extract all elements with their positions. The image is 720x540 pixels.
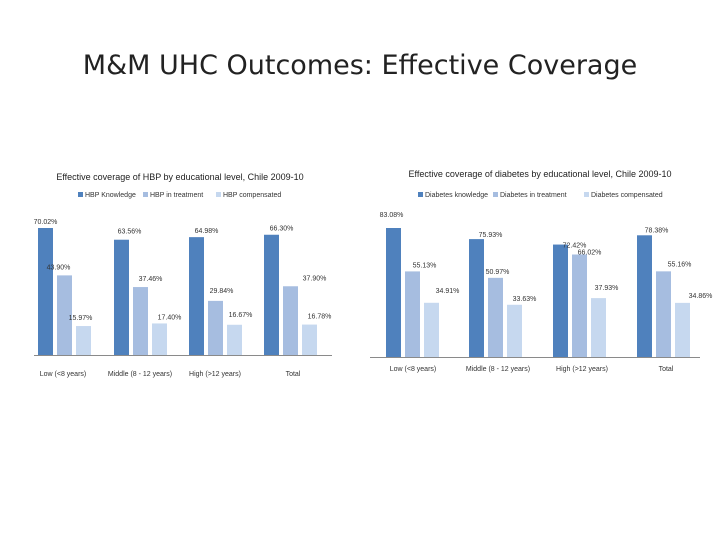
diabetes-bar-diabetes-compensated-total xyxy=(675,302,690,357)
hbp-data-label-hbp-compensated-middle-8-12-years: 17.40% xyxy=(158,314,182,321)
hbp-bar-hbp-in-treatment-total xyxy=(283,286,298,355)
diabetes-legend-label-diabetes-knowledge: Diabetes knowledge xyxy=(425,192,488,199)
diabetes-category-label-total: Total xyxy=(659,366,674,373)
hbp-category-label-low-8-years: Low (<8 years) xyxy=(40,371,87,378)
slide-title: M&M UHC Outcomes: Effective Coverage xyxy=(82,50,638,81)
hbp-data-label-hbp-in-treatment-middle-8-12-years: 37.46% xyxy=(139,276,163,283)
hbp-data-label-hbp-compensated-total: 16.78% xyxy=(308,314,332,321)
hbp-legend-label-hbp-compensated: HBP compensated xyxy=(223,192,281,199)
hbp-legend-swatch-hbp-knowledge xyxy=(78,192,83,197)
hbp-bar-hbp-knowledge-middle-8-12-years xyxy=(114,239,129,355)
diabetes-data-label-diabetes-in-treatment-high-12-years: 66.02% xyxy=(578,249,602,256)
diabetes-bar-diabetes-in-treatment-high-12-years xyxy=(572,254,587,357)
hbp-data-label-hbp-compensated-low-8-years: 15.97% xyxy=(69,315,93,322)
diabetes-data-label-diabetes-in-treatment-low-8-years: 55.13% xyxy=(413,262,437,269)
hbp-chart-title: Effective coverage of HBP by educational… xyxy=(56,172,303,182)
diabetes-bar-diabetes-knowledge-total xyxy=(637,235,652,357)
diabetes-legend-swatch-diabetes-in-treatment xyxy=(493,192,498,197)
diabetes-category-label-high-12-years: High (>12 years) xyxy=(556,366,608,373)
hbp-legend-swatch-hbp-in-treatment xyxy=(143,192,148,197)
diabetes-bar-diabetes-knowledge-high-12-years xyxy=(553,244,568,357)
diabetes-bar-diabetes-in-treatment-low-8-years xyxy=(405,271,420,357)
hbp-bar-hbp-knowledge-low-8-years xyxy=(38,228,53,355)
hbp-bar-hbp-in-treatment-low-8-years xyxy=(57,275,72,355)
diabetes-bar-diabetes-in-treatment-middle-8-12-years xyxy=(488,277,503,357)
hbp-bar-hbp-compensated-high-12-years xyxy=(227,324,242,355)
hbp-bar-hbp-compensated-total xyxy=(302,324,317,355)
diabetes-data-label-diabetes-knowledge-total: 78.38% xyxy=(645,227,669,234)
diabetes-category-label-low-8-years: Low (<8 years) xyxy=(390,366,437,373)
hbp-data-label-hbp-in-treatment-low-8-years: 43.90% xyxy=(47,264,71,271)
hbp-category-label-middle-8-12-years: Middle (8 - 12 years) xyxy=(108,371,172,378)
diabetes-bar-diabetes-knowledge-low-8-years xyxy=(386,228,401,357)
diabetes-bar-diabetes-compensated-low-8-years xyxy=(424,302,439,357)
diabetes-legend-label-diabetes-compensated: Diabetes compensated xyxy=(591,192,663,199)
diabetes-data-label-diabetes-knowledge-middle-8-12-years: 75.93% xyxy=(479,232,503,239)
diabetes-bar-diabetes-in-treatment-total xyxy=(656,271,671,357)
diabetes-data-label-diabetes-compensated-low-8-years: 34.91% xyxy=(436,288,460,295)
hbp-data-label-hbp-in-treatment-high-12-years: 29.84% xyxy=(210,288,234,295)
hbp-legend-swatch-hbp-compensated xyxy=(216,192,221,197)
diabetes-data-label-diabetes-in-treatment-total: 55.16% xyxy=(668,261,692,268)
hbp-bar-hbp-knowledge-total xyxy=(264,234,279,355)
hbp-data-label-hbp-knowledge-middle-8-12-years: 63.56% xyxy=(118,229,142,236)
diabetes-data-label-diabetes-knowledge-low-8-years: 83.08% xyxy=(380,212,404,219)
hbp-bar-hbp-in-treatment-high-12-years xyxy=(208,300,223,355)
diabetes-data-label-diabetes-compensated-middle-8-12-years: 33.63% xyxy=(513,296,537,303)
diabetes-bar-diabetes-knowledge-middle-8-12-years xyxy=(469,239,484,357)
hbp-data-label-hbp-knowledge-high-12-years: 64.98% xyxy=(195,228,219,235)
hbp-legend-label-hbp-in-treatment: HBP in treatment xyxy=(150,192,203,199)
diabetes-legend-label-diabetes-in-treatment: Diabetes in treatment xyxy=(500,192,567,199)
diabetes-category-label-middle-8-12-years: Middle (8 - 12 years) xyxy=(466,366,530,373)
hbp-data-label-hbp-compensated-high-12-years: 16.67% xyxy=(229,312,253,319)
diabetes-data-label-diabetes-in-treatment-middle-8-12-years: 50.97% xyxy=(486,269,510,276)
hbp-bar-hbp-compensated-low-8-years xyxy=(76,326,91,355)
hbp-data-label-hbp-knowledge-low-8-years: 70.02% xyxy=(34,219,58,226)
hbp-legend-label-hbp-knowledge: HBP Knowledge xyxy=(85,192,136,199)
diabetes-data-label-diabetes-compensated-high-12-years: 37.93% xyxy=(595,285,619,292)
hbp-bar-hbp-compensated-middle-8-12-years xyxy=(152,323,167,355)
hbp-category-label-total: Total xyxy=(286,371,301,378)
hbp-bar-hbp-knowledge-high-12-years xyxy=(189,237,204,355)
diabetes-chart-title: Effective coverage of diabetes by educat… xyxy=(408,169,671,179)
hbp-data-label-hbp-knowledge-total: 66.30% xyxy=(270,226,294,233)
diabetes-legend-swatch-diabetes-compensated xyxy=(584,192,589,197)
diabetes-data-label-diabetes-knowledge-high-12-years: 72.42% xyxy=(563,243,587,250)
diabetes-legend-swatch-diabetes-knowledge xyxy=(418,192,423,197)
hbp-category-label-high-12-years: High (>12 years) xyxy=(189,371,241,378)
diabetes-bar-diabetes-compensated-high-12-years xyxy=(591,298,606,357)
diabetes-bar-diabetes-compensated-middle-8-12-years xyxy=(507,304,522,357)
diabetes-data-label-diabetes-compensated-total: 34.86% xyxy=(689,293,713,300)
hbp-bar-hbp-in-treatment-middle-8-12-years xyxy=(133,287,148,355)
hbp-data-label-hbp-in-treatment-total: 37.90% xyxy=(303,275,327,282)
